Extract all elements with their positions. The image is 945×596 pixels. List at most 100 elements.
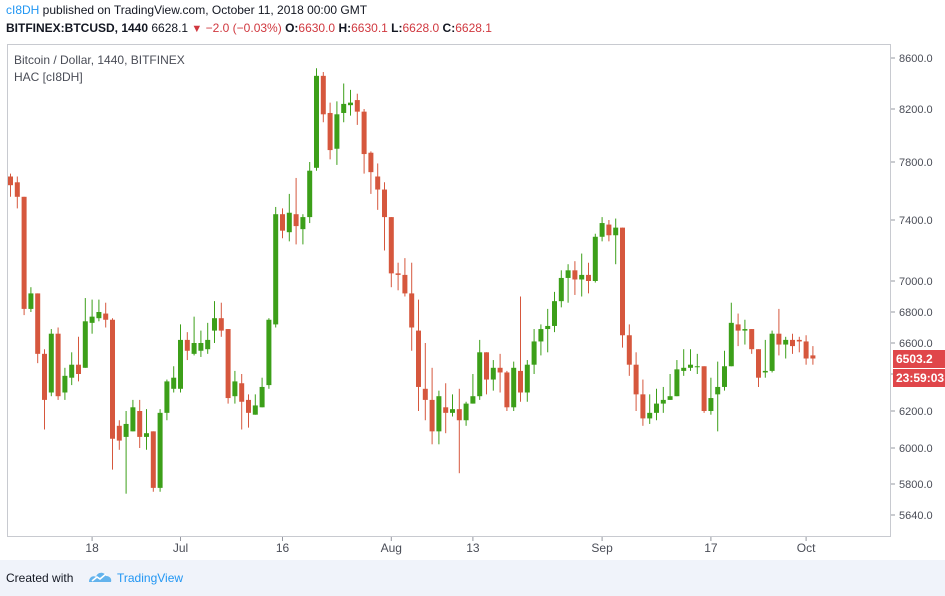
candle-body: [484, 352, 489, 380]
candle-body: [137, 411, 143, 437]
candle-body: [266, 319, 272, 386]
candle-body: [171, 377, 177, 389]
candle-body: [348, 102, 353, 106]
candle-body: [28, 293, 34, 309]
candle-body: [286, 212, 292, 233]
candle-body: [626, 335, 632, 365]
candle-body: [382, 189, 387, 218]
candle-body: [116, 425, 122, 441]
candle-body: [184, 339, 190, 351]
x-tick-label: Jul: [173, 541, 188, 555]
candle-body: [783, 339, 789, 345]
open-label: O:: [285, 21, 299, 35]
candle-body: [742, 329, 748, 331]
candlestick-chart[interactable]: 5640.05800.06000.06200.06400.06600.06800…: [0, 0, 945, 560]
candle-body: [429, 399, 435, 432]
open-value: 6630.0: [298, 21, 336, 35]
last-value: 6628.1: [151, 21, 189, 35]
candle-body: [681, 367, 687, 371]
candle-body: [660, 399, 666, 404]
candle-body: [341, 103, 347, 113]
candle-body: [722, 366, 727, 387]
candle-body: [212, 318, 217, 331]
candle-body: [144, 433, 149, 437]
x-tick-label: Sep: [591, 541, 613, 555]
tradingview-logo-icon[interactable]: [87, 569, 113, 585]
candle-body: [314, 75, 319, 168]
indicator-label[interactable]: HAC [cI8DH]: [14, 70, 83, 84]
candle-body: [96, 312, 102, 319]
change-value: −2.0 (−0.03%): [205, 21, 282, 35]
x-tick-label: 17: [704, 541, 718, 555]
candle-body: [647, 412, 653, 419]
candle-body: [55, 333, 61, 397]
candle-body: [688, 364, 693, 368]
candle-body: [361, 111, 367, 155]
candle-body: [545, 325, 551, 330]
candle-body: [354, 100, 360, 112]
y-tick-label: 5800.0: [899, 479, 933, 491]
candle-body: [762, 370, 768, 373]
candle-body: [708, 398, 714, 411]
candle-body: [21, 196, 27, 309]
candle-body: [395, 273, 401, 275]
candle-body: [776, 333, 782, 345]
candle-body: [259, 386, 265, 408]
candle-body: [803, 341, 809, 359]
candle-body: [178, 339, 183, 389]
candle-body: [48, 333, 54, 393]
candle-body: [694, 366, 700, 368]
candle-body: [300, 217, 306, 230]
high-value: 6630.1: [351, 21, 388, 35]
candle-body: [497, 367, 503, 373]
candle-body: [810, 355, 816, 359]
candle-body: [749, 329, 755, 350]
candle-body: [579, 274, 585, 280]
candle-body: [375, 176, 381, 190]
candle-body: [409, 293, 415, 328]
candle-body: [756, 349, 761, 378]
candle-body: [8, 176, 13, 186]
candle-body: [450, 409, 455, 413]
x-tick-label: Aug: [381, 541, 402, 555]
candle-body: [613, 227, 619, 236]
candle-body: [402, 274, 408, 294]
candle-body: [307, 170, 313, 218]
x-tick-label: 16: [276, 541, 290, 555]
candle-body: [246, 399, 251, 413]
candle-body: [14, 182, 20, 197]
candle-body: [524, 364, 530, 393]
y-tick-label: 8600.0: [899, 53, 933, 65]
candle-body: [633, 364, 639, 395]
author-link[interactable]: cI8DH: [6, 3, 40, 17]
high-label: H:: [338, 21, 352, 35]
candle-body: [490, 367, 496, 380]
candle-body: [334, 114, 340, 149]
symbol-name: BITFINEX:BTCUSD, 1440: [6, 21, 149, 35]
candle-body: [511, 367, 517, 408]
candle-body: [592, 236, 598, 281]
candle-body: [422, 388, 428, 400]
candle-body: [252, 405, 258, 415]
candle-body: [35, 293, 41, 354]
candle-body: [327, 112, 333, 151]
footer: [0, 560, 945, 596]
candle-body: [273, 214, 279, 325]
candle-body: [728, 322, 734, 367]
candle-body: [565, 270, 571, 278]
x-tick-label: 13: [466, 541, 480, 555]
candle-body: [735, 324, 741, 331]
candle-body: [769, 333, 775, 371]
candle-body: [42, 353, 47, 400]
x-tick-label: 18: [85, 541, 99, 555]
candle-body: [470, 396, 476, 404]
candle-body: [82, 321, 88, 368]
candle-body: [654, 403, 659, 413]
candle-body: [606, 224, 612, 236]
candle-body: [436, 396, 442, 432]
tradingview-link[interactable]: TradingView: [117, 571, 184, 585]
candle-body: [504, 372, 510, 408]
chart-pane[interactable]: [7, 44, 891, 537]
y-tick-label: 6000.0: [899, 443, 933, 455]
candle-body: [103, 313, 109, 320]
